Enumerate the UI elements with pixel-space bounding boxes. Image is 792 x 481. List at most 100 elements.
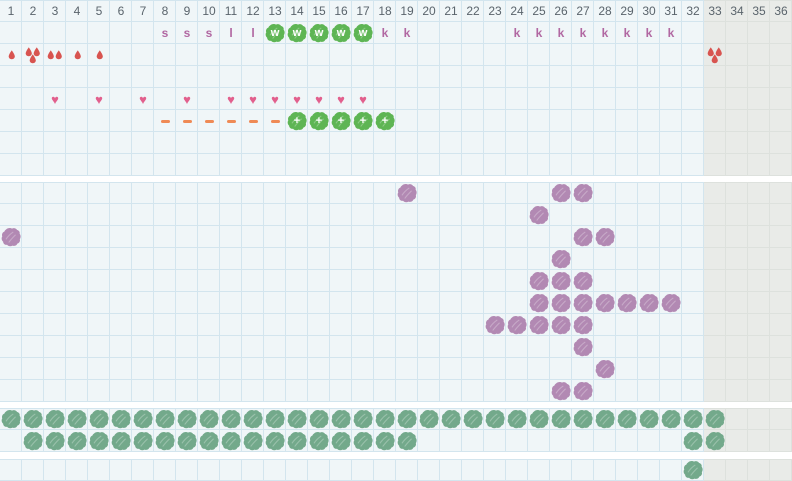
day-column-header[interactable]: 33 [708, 4, 722, 18]
sage-blob-icon [462, 408, 484, 430]
w-blob-icon-label: w [314, 27, 324, 39]
day-column-header[interactable]: 14 [290, 4, 304, 18]
day-column-header[interactable]: 31 [664, 4, 678, 18]
w-blob-icon-label: w [270, 27, 280, 39]
sage-blob-icon [132, 430, 154, 452]
day-column-header[interactable]: 11 [224, 4, 238, 18]
sage-blob-icon [22, 408, 44, 430]
w-blob-icon-label: w [358, 27, 368, 39]
purple-blob-icon [550, 182, 572, 204]
heart-icon: ♥ [271, 92, 279, 107]
day-column-header[interactable]: 35 [752, 4, 766, 18]
sage-blob-icon [704, 408, 726, 430]
day-column-header[interactable]: 22 [466, 4, 480, 18]
plus-blob-icon: + [374, 110, 396, 132]
sage-blob-icon [44, 430, 66, 452]
day-column-header[interactable]: 20 [422, 4, 436, 18]
sage-blob-icon [396, 408, 418, 430]
sage-blob-icon [154, 430, 176, 452]
day-column-header[interactable]: 17 [356, 4, 370, 18]
day-column-header[interactable]: 21 [444, 4, 458, 18]
day-column-header[interactable]: 29 [620, 4, 634, 18]
purple-blob-icon [572, 314, 594, 336]
sage-blob-icon [88, 408, 110, 430]
day-column-header[interactable]: 27 [576, 4, 590, 18]
heart-icon: ♥ [51, 92, 59, 107]
day-column-header[interactable]: 13 [268, 4, 282, 18]
day-column-header[interactable]: 16 [334, 4, 348, 18]
blood-droplet-icon [22, 44, 44, 66]
day-column-header[interactable]: 30 [642, 4, 656, 18]
day-column-header[interactable]: 12 [246, 4, 260, 18]
purple-blob-icon [484, 314, 506, 336]
day-column-header[interactable]: 2 [29, 4, 37, 18]
sage-blob-icon [198, 408, 220, 430]
plus-blob-icon-label: + [359, 115, 367, 127]
letter-mark-k: k [535, 26, 543, 40]
heart-icon: ♥ [183, 92, 191, 107]
day-column-header[interactable]: 25 [532, 4, 546, 18]
day-column-header[interactable]: 5 [95, 4, 103, 18]
day-column-header[interactable]: 9 [183, 4, 191, 18]
day-column-header[interactable]: 6 [117, 4, 125, 18]
dash-mark-icon [226, 119, 236, 123]
plus-blob-icon: + [308, 110, 330, 132]
day-column-header[interactable]: 23 [488, 4, 502, 18]
sage-blob-icon [220, 430, 242, 452]
purple-blob-icon [572, 226, 594, 248]
purple-blob-icon [396, 182, 418, 204]
sage-blob-icon [440, 408, 462, 430]
heart-icon: ♥ [315, 92, 323, 107]
sage-blob-icon [682, 430, 704, 452]
plus-blob-icon-label: + [315, 115, 323, 127]
day-column-header[interactable]: 15 [312, 4, 326, 18]
w-blob-icon-label: w [336, 27, 346, 39]
letter-mark-l: l [251, 26, 255, 40]
day-column-header[interactable]: 8 [161, 4, 169, 18]
purple-blob-icon [572, 380, 594, 402]
purple-blob-icon [594, 358, 616, 380]
sage-blob-icon [418, 408, 440, 430]
sage-blob-icon [374, 430, 396, 452]
letter-mark-k: k [667, 26, 675, 40]
purple-blob-icon [594, 226, 616, 248]
sage-blob-icon [594, 408, 616, 430]
sage-blob-icon [484, 408, 506, 430]
day-column-header[interactable]: 4 [73, 4, 81, 18]
sage-blob-icon [264, 408, 286, 430]
w-blob-icon: w [352, 22, 374, 44]
sage-blob-icon [396, 430, 418, 452]
day-column-header[interactable]: 3 [51, 4, 59, 18]
day-column-header[interactable]: 1 [7, 4, 15, 18]
plus-blob-icon-label: + [337, 115, 345, 127]
day-column-header[interactable]: 26 [554, 4, 568, 18]
day-column-header[interactable]: 32 [686, 4, 700, 18]
day-column-header[interactable]: 7 [139, 4, 147, 18]
sage-blob-icon [506, 408, 528, 430]
letter-mark-k: k [557, 26, 565, 40]
day-column-header[interactable]: 28 [598, 4, 612, 18]
sage-blob-icon [616, 408, 638, 430]
letter-mark-k: k [381, 26, 389, 40]
day-column-header[interactable]: 24 [510, 4, 524, 18]
blood-droplet-icon [88, 44, 110, 66]
day-column-header[interactable]: 18 [378, 4, 392, 18]
w-blob-icon-label: w [292, 27, 302, 39]
day-column-header[interactable]: 36 [774, 4, 788, 18]
purple-blob-icon [660, 292, 682, 314]
purple-blob-icon [506, 314, 528, 336]
day-column-header[interactable]: 34 [730, 4, 744, 18]
letter-mark-k: k [601, 26, 609, 40]
heart-icon: ♥ [293, 92, 301, 107]
sage-blob-icon [550, 408, 572, 430]
purple-blob-icon [550, 270, 572, 292]
w-blob-icon: w [330, 22, 352, 44]
purple-blob-icon [550, 248, 572, 270]
w-blob-icon: w [308, 22, 330, 44]
blood-droplet-icon [704, 44, 726, 66]
sage-blob-icon [132, 408, 154, 430]
day-column-header[interactable]: 19 [400, 4, 414, 18]
day-column-header[interactable]: 10 [202, 4, 216, 18]
letter-mark-s: s [161, 26, 169, 40]
